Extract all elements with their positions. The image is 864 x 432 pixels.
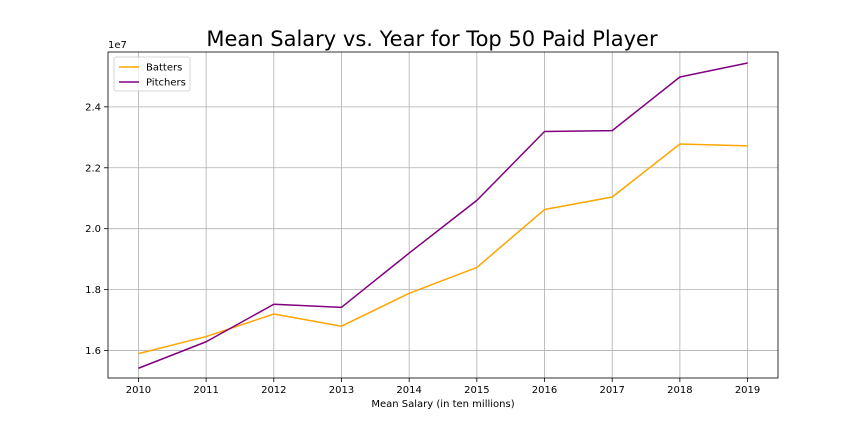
x-tick-label: 2010 (126, 385, 151, 396)
y-tick-label: 2.0 (85, 224, 101, 235)
series-line-pitchers (138, 62, 748, 369)
plot-frame (107, 51, 779, 379)
legend: Batters Pitchers (113, 56, 191, 92)
legend-label-pitchers: Pitchers (146, 78, 186, 89)
x-tick-label: 2018 (667, 385, 692, 396)
axis-ticks: 2010 2011 2012 2013 2014 2015 2016 2017 2018 2019… (85, 102, 760, 396)
y-tick-label: 1.6 (85, 346, 101, 357)
x-tick-label: 2013 (329, 385, 354, 396)
y-offset-label: 1e7 (108, 40, 127, 51)
y-tick-label: 2.4 (85, 102, 101, 113)
x-tick-label: 2012 (261, 385, 286, 396)
legend-label-batters: Batters (146, 63, 182, 74)
x-tick-label: 2011 (193, 385, 218, 396)
y-tick-label: 1.8 (85, 285, 101, 296)
series-line-batters (138, 143, 748, 355)
x-tick-label: 2014 (396, 385, 421, 396)
x-tick-label: 2016 (532, 385, 557, 396)
x-tick-label: 2015 (464, 385, 489, 396)
y-tick-label: 2.2 (85, 163, 101, 174)
grid (108, 52, 778, 378)
x-tick-label: 2019 (735, 385, 760, 396)
x-tick-label: 2017 (599, 385, 624, 396)
chart-title: Mean Salary vs. Year for Top 50 Paid Pla… (206, 27, 658, 51)
series-lines (138, 62, 748, 369)
x-axis-label: Mean Salary (in ten millions) (371, 399, 514, 410)
